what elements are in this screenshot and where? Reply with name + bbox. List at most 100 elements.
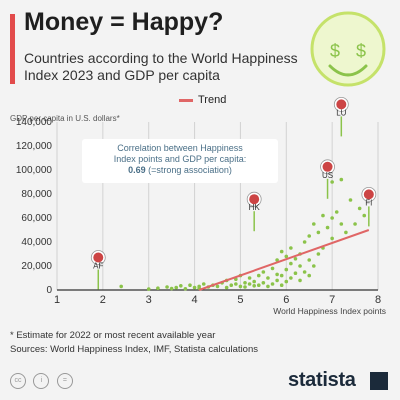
data-point xyxy=(321,213,325,218)
annotation-note: (=strong association) xyxy=(148,165,232,175)
data-point xyxy=(293,257,298,261)
license-icons[interactable]: cc i = xyxy=(10,372,76,390)
country-label: FI xyxy=(365,198,372,207)
trend-swatch xyxy=(179,98,193,102)
data-point xyxy=(279,273,284,278)
cc-icon[interactable]: cc xyxy=(10,372,26,389)
data-point xyxy=(243,285,247,289)
data-point xyxy=(298,264,302,268)
country-label: AF xyxy=(93,262,103,271)
data-point xyxy=(316,252,321,256)
page-subtitle: Countries according to the World Happine… xyxy=(24,50,298,83)
x-tick-label: 4 xyxy=(192,294,198,306)
x-tick-label: 7 xyxy=(329,294,335,306)
trend-line xyxy=(198,229,370,291)
data-point xyxy=(156,286,160,291)
data-point xyxy=(279,283,284,288)
flag-fill xyxy=(322,161,333,172)
data-point xyxy=(270,282,275,286)
y-tick-label: 80,000 xyxy=(21,189,52,200)
svg-text:$: $ xyxy=(356,41,366,61)
data-point xyxy=(312,264,316,268)
y-tick-label: 100,000 xyxy=(16,165,53,176)
correlation-annotation: Correlation between Happiness Index poin… xyxy=(82,139,278,183)
data-point xyxy=(339,177,344,182)
data-point xyxy=(247,276,252,280)
sources-note: Sources: World Happiness Index, IMF, Sta… xyxy=(10,344,258,355)
data-point xyxy=(165,285,169,289)
data-point xyxy=(357,206,362,211)
y-axis-label: GDP per capita in U.S. dollars* xyxy=(10,114,120,123)
data-point xyxy=(339,222,344,226)
data-point xyxy=(344,230,348,235)
country-label: HK xyxy=(249,203,261,212)
data-point xyxy=(330,180,334,184)
data-point xyxy=(261,270,266,274)
data-point xyxy=(330,216,334,220)
svg-text:$: $ xyxy=(330,41,340,61)
data-point xyxy=(247,282,252,286)
data-point xyxy=(179,284,183,288)
data-point xyxy=(238,284,243,289)
annotation-line-1: Correlation between Happiness xyxy=(117,143,243,153)
data-point xyxy=(279,249,284,254)
data-point xyxy=(192,285,197,290)
estimate-note: * Estimate for 2022 or most recent avail… xyxy=(10,330,216,341)
data-point xyxy=(284,279,289,284)
x-tick-label: 6 xyxy=(283,294,289,306)
flag-fill xyxy=(249,194,260,205)
data-point xyxy=(224,285,229,290)
statista-logo-icon[interactable] xyxy=(370,372,388,390)
accent-bar xyxy=(10,14,15,84)
data-point xyxy=(234,282,238,286)
footnote: * Estimate for 2022 or most recent avail… xyxy=(10,329,258,357)
y-tick-label: 0 xyxy=(46,285,52,296)
data-point xyxy=(353,222,357,226)
data-point xyxy=(284,267,289,272)
x-axis-label: World Happiness Index points xyxy=(273,306,386,316)
equals-icon[interactable]: = xyxy=(56,372,73,389)
data-point xyxy=(298,278,302,283)
data-point xyxy=(293,271,298,276)
flag-fill xyxy=(363,189,374,200)
data-point xyxy=(275,278,279,283)
data-point xyxy=(256,283,261,288)
data-point xyxy=(307,234,312,238)
data-point xyxy=(325,225,330,230)
data-point xyxy=(256,273,261,278)
data-point xyxy=(348,198,353,202)
legend-label-trend: Trend xyxy=(198,94,227,106)
data-point xyxy=(270,266,275,271)
chart-legend: Trend xyxy=(179,94,226,106)
data-point xyxy=(188,283,192,288)
data-point xyxy=(307,258,312,262)
data-point xyxy=(169,286,174,291)
country-label: LU xyxy=(336,108,346,117)
data-point xyxy=(312,222,316,226)
data-point xyxy=(229,283,234,288)
country-label: US xyxy=(322,171,333,180)
data-point xyxy=(316,230,321,235)
data-point xyxy=(289,261,293,266)
x-tick-label: 1 xyxy=(54,294,60,306)
data-point xyxy=(275,258,279,262)
dollar-smiley-icon: $ $ xyxy=(310,11,386,87)
x-tick-label: 3 xyxy=(146,294,152,306)
annotation-line-2: Index points and GDP per capita: xyxy=(113,154,247,164)
x-tick-label: 2 xyxy=(100,294,106,306)
data-point xyxy=(330,236,334,241)
data-point xyxy=(275,272,279,277)
statista-logo[interactable]: statista xyxy=(288,369,356,391)
data-point xyxy=(289,276,293,280)
data-point xyxy=(252,284,256,288)
by-icon[interactable]: i xyxy=(33,372,50,389)
y-tick-label: 40,000 xyxy=(21,237,52,248)
data-point xyxy=(201,282,206,286)
data-point xyxy=(261,281,266,285)
data-point xyxy=(243,281,247,285)
data-point xyxy=(252,279,256,284)
data-point xyxy=(174,285,179,290)
data-point xyxy=(197,284,201,289)
data-point xyxy=(215,284,220,289)
data-point xyxy=(266,276,270,280)
